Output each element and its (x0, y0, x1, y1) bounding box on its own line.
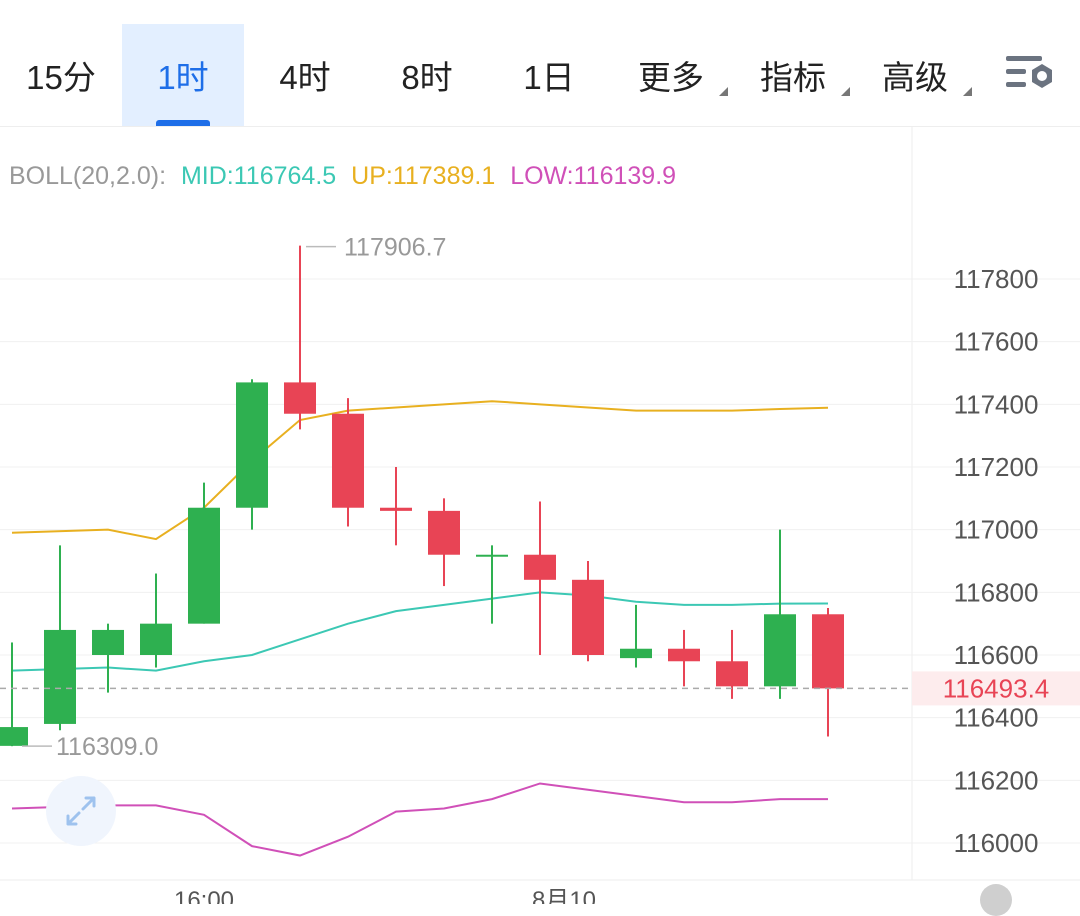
candle-body (428, 510, 460, 555)
tab-label: 8时 (401, 59, 453, 96)
tab-label: 更多 (638, 59, 704, 96)
candle-body (716, 661, 748, 687)
candle-body (188, 507, 220, 624)
x-tick-label: 8月10 (532, 887, 596, 904)
boll-indicator-legend: BOLL(20,2.0): MID:116764.5 UP:117389.1 L… (9, 162, 684, 191)
candle-body (140, 623, 172, 655)
tab-7[interactable]: 高级 (854, 24, 976, 126)
candle-body (524, 554, 556, 580)
candle-body (476, 554, 508, 557)
dropdown-caret-icon (963, 87, 972, 96)
candle-body (92, 629, 124, 655)
boll-up-value: UP:117389.1 (351, 162, 496, 190)
tab-1[interactable]: 1时 (122, 24, 244, 126)
y-tick-label: 116800 (954, 577, 1039, 607)
boll-low-value: LOW:116139.9 (510, 162, 677, 190)
tab-3[interactable]: 8时 (366, 24, 488, 126)
candle-body (620, 648, 652, 659)
y-tick-label: 117800 (954, 264, 1039, 294)
x-tick-label: 16:00 (174, 887, 234, 904)
y-tick-label: 116200 (954, 765, 1039, 795)
tab-6[interactable]: 指标 (732, 24, 854, 126)
candle-body (668, 648, 700, 662)
dropdown-caret-icon (841, 87, 850, 96)
boll-low-line (11, 782, 829, 857)
tab-label: 1时 (157, 59, 209, 96)
tab-label: 指标 (760, 59, 826, 96)
boll-mid-value: MID:116764.5 (180, 162, 337, 190)
current-price-label: 116493.4 (943, 673, 1050, 703)
chart-settings-icon[interactable] (1000, 50, 1060, 100)
candle-body (380, 507, 412, 511)
y-tick-label: 116600 (954, 640, 1039, 670)
candle-body (332, 413, 364, 508)
min-price-label: 116309.0 (56, 733, 158, 761)
tab-label: 15分 (26, 59, 96, 96)
max-price-label: 117906.7 (344, 234, 446, 262)
expand-arrows-icon[interactable] (46, 776, 116, 846)
candle-body (44, 629, 76, 724)
y-tick-label: 117400 (954, 389, 1039, 419)
candle-body (0, 727, 28, 746)
y-tick-label: 116400 (954, 703, 1039, 733)
dropdown-caret-icon (719, 87, 728, 96)
y-tick-label: 117600 (954, 327, 1039, 357)
y-tick-label: 117000 (954, 515, 1039, 545)
tab-label: 4时 (279, 59, 331, 96)
tab-4[interactable]: 1日 (488, 24, 610, 126)
tab-label: 高级 (882, 59, 948, 96)
candle-body (572, 579, 604, 655)
candle-body (236, 382, 268, 508)
active-tab-indicator (156, 120, 210, 126)
tab-label: 1日 (523, 59, 575, 96)
tab-5[interactable]: 更多 (610, 24, 732, 126)
tab-0[interactable]: 15分 (0, 24, 122, 126)
timeframe-tabbar: 15分 1时 4时 8时 1日 更多 指标 高级 (0, 0, 1080, 127)
boll-name: BOLL(20,2.0): (9, 162, 167, 190)
y-tick-label: 116000 (954, 828, 1039, 858)
k-icon[interactable] (980, 884, 1012, 916)
tab-2[interactable]: 4时 (244, 24, 366, 126)
candle-body (764, 614, 796, 687)
candle-body (812, 614, 844, 689)
boll-up-line (11, 400, 829, 541)
candle-body (284, 382, 316, 414)
boll-mid-line (11, 591, 829, 672)
y-tick-label: 117200 (954, 452, 1039, 482)
current-price-tag-bg (912, 671, 1080, 706)
